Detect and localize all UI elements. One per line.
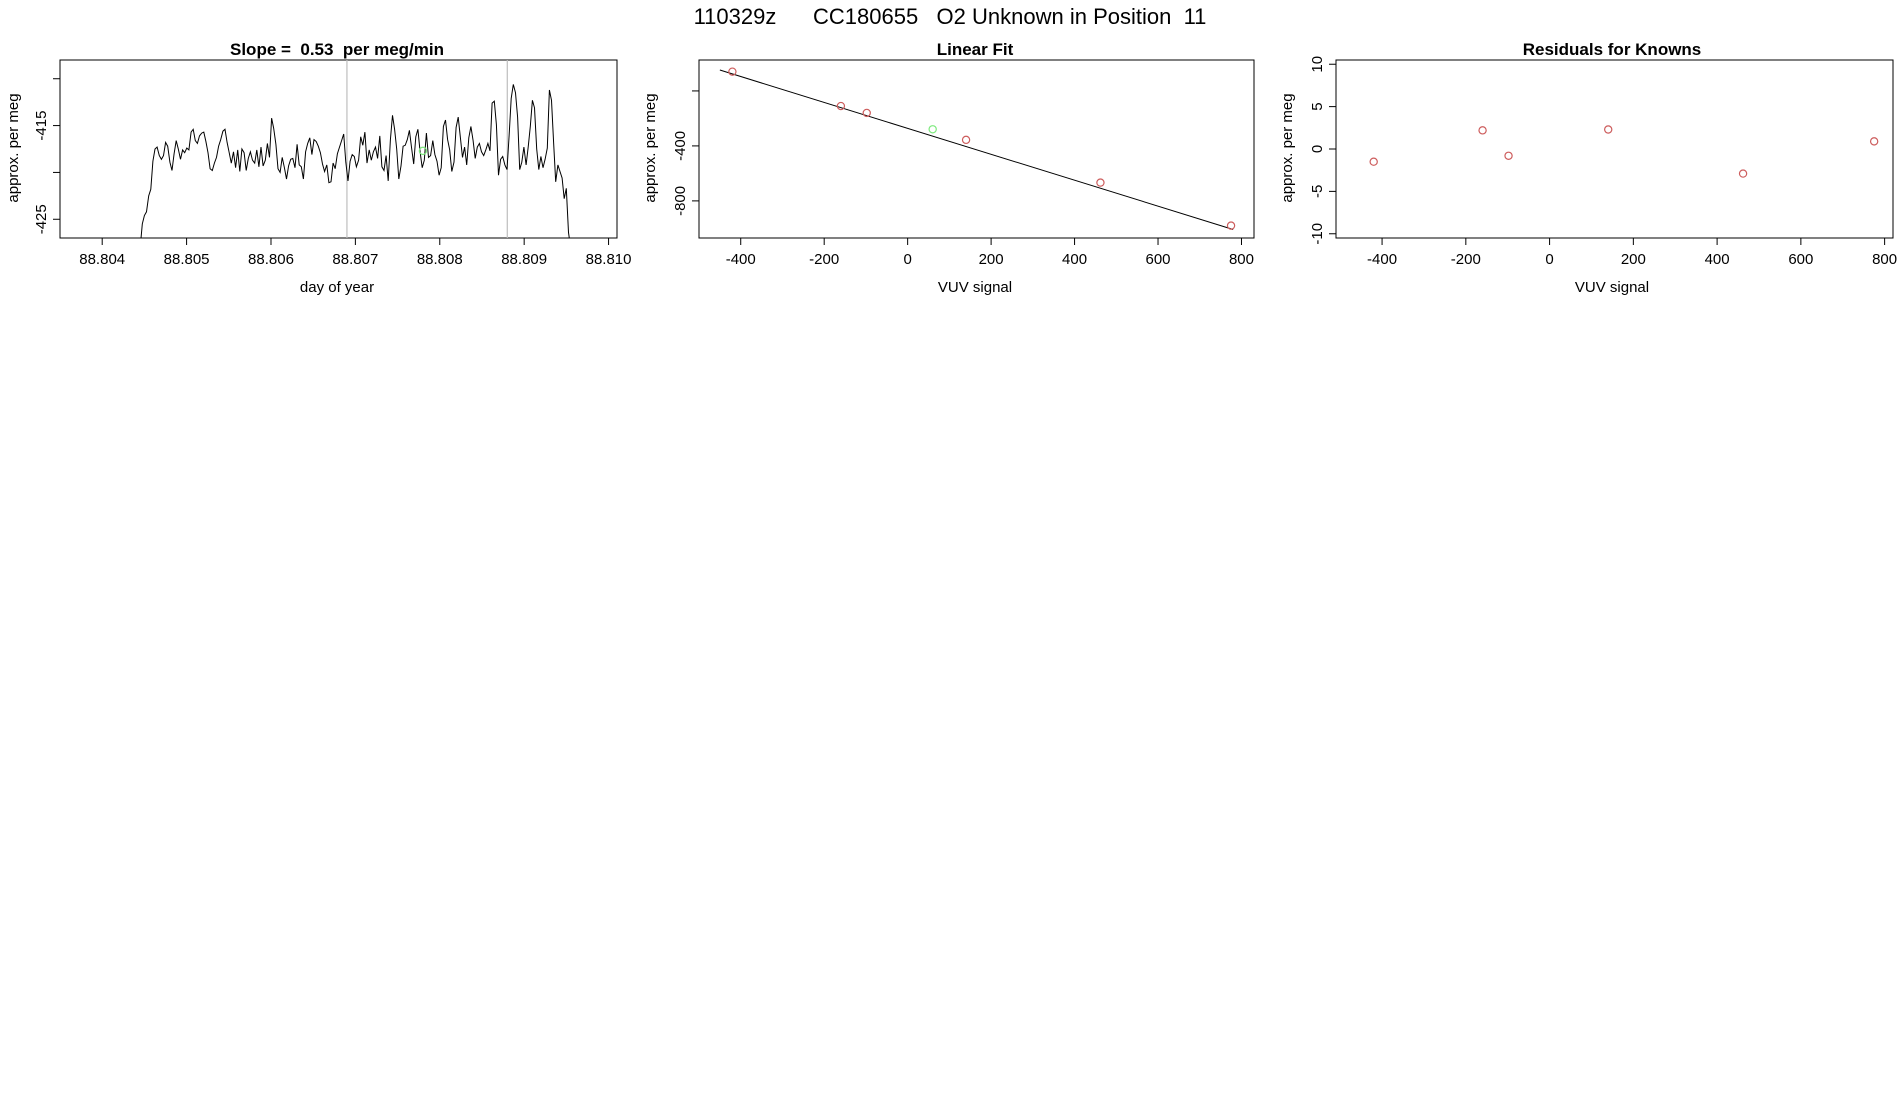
x-tick-label: 0: [903, 251, 911, 268]
y-tick-label: -5: [1309, 185, 1326, 198]
x-axis-label: VUV signal: [1575, 279, 1649, 296]
plot-frame: [59, 59, 618, 239]
plot-area: [1369, 125, 1879, 178]
page-title: 110329z CC180655 O2 Unknown in Position …: [694, 4, 1207, 29]
known-point: [1738, 169, 1748, 178]
fit-line: [719, 69, 1234, 230]
plot-frame: [698, 59, 1255, 239]
y-tick-label: -400: [672, 131, 689, 161]
known-point: [836, 101, 846, 111]
x-tick-label: 0: [1545, 251, 1553, 268]
y-axis-label: approx. per meg: [1279, 93, 1296, 202]
x-tick-label: 600: [1788, 251, 1813, 268]
x-axis-label: VUV signal: [938, 279, 1012, 296]
residuals-panel: Residuals for Knowns VUV signal approx. …: [1279, 40, 1897, 296]
known-point: [1226, 221, 1236, 230]
known-point: [1869, 137, 1879, 146]
known-point: [1096, 178, 1105, 187]
x-tick-label: 88.806: [248, 251, 294, 268]
x-tick-label: 200: [979, 251, 1004, 268]
y-axis-label: approx. per meg: [5, 93, 22, 202]
x-tick-label: 88.807: [332, 251, 378, 268]
x-tick-label: 88.810: [586, 251, 632, 268]
unknown-point: [928, 125, 937, 134]
y-tick-label: -415: [33, 111, 50, 141]
y-tick-label: -800: [672, 186, 689, 216]
x-tick-label: 88.808: [417, 251, 463, 268]
data-line: [140, 84, 570, 238]
x-tick-label: -400: [1367, 251, 1397, 268]
known-point: [862, 108, 871, 118]
plot-frame: [1335, 59, 1894, 239]
x-tick-label: 88.805: [164, 251, 210, 268]
panel-title: Linear Fit: [937, 40, 1014, 59]
x-tick-label: 400: [1062, 251, 1087, 268]
plot-area: [719, 67, 1236, 230]
panel-title: Slope = 0.53 per meg/min: [230, 40, 444, 59]
y-tick-label: 10: [1309, 56, 1326, 73]
x-tick-label: -200: [1451, 251, 1481, 268]
known-point: [1504, 151, 1513, 160]
known-point: [1369, 157, 1378, 166]
y-tick-label: 0: [1309, 145, 1326, 153]
known-point: [961, 135, 971, 145]
x-tick-label: 800: [1872, 251, 1897, 268]
panel-title: Residuals for Knowns: [1523, 40, 1702, 59]
slope-time-series-panel: Slope = 0.53 per meg/min day of year app…: [5, 40, 632, 296]
y-axis-label: approx. per meg: [642, 93, 659, 202]
x-tick-label: 400: [1705, 251, 1730, 268]
x-tick-label: 200: [1621, 251, 1646, 268]
x-tick-label: 88.804: [79, 251, 125, 268]
x-axis-label: day of year: [300, 279, 374, 296]
linear-fit-panel: Linear Fit VUV signal approx. per meg -4…: [642, 40, 1255, 296]
x-tick-label: -400: [726, 251, 756, 268]
known-point: [1478, 126, 1487, 135]
y-tick-label: -10: [1309, 223, 1326, 245]
x-tick-label: 88.809: [501, 251, 547, 268]
x-tick-label: 600: [1146, 251, 1171, 268]
x-tick-label: 800: [1229, 251, 1254, 268]
y-tick-label: 5: [1309, 102, 1326, 110]
y-tick-label: -425: [33, 204, 50, 234]
known-point: [1604, 125, 1613, 134]
x-tick-label: -200: [809, 251, 839, 268]
known-point: [728, 67, 737, 76]
unknown-point: [418, 146, 428, 156]
plot-area: [140, 60, 570, 238]
